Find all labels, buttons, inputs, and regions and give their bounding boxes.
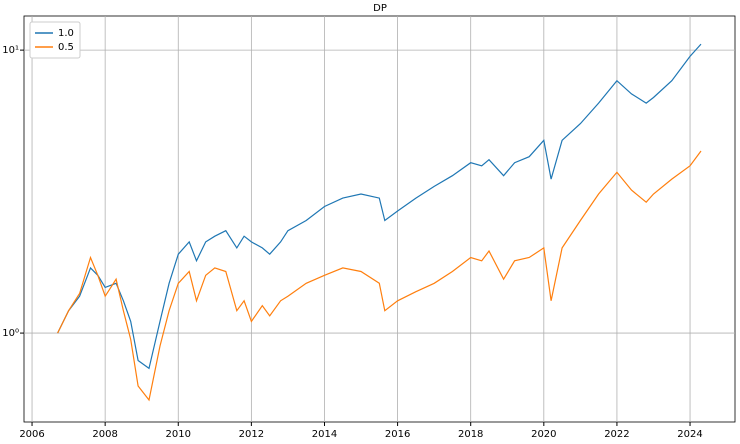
x-tick-label: 2016 [385,429,410,440]
x-tick-label: 2020 [531,429,556,440]
legend-label: 0.5 [58,42,74,53]
x-tick-label: 2022 [604,429,629,440]
x-tick-label: 2024 [677,429,702,440]
x-tick-label: 2018 [458,429,483,440]
chart-title: DP [373,3,387,14]
x-tick-label: 2008 [92,429,117,440]
line-series [57,150,702,402]
legend-box [29,21,81,59]
plot-frame [23,15,736,423]
x-tick-label: 2010 [166,429,191,440]
legend-label: 1.0 [58,28,74,39]
y-tick-label: 10¹ [2,45,19,56]
x-tick-label: 2014 [312,429,337,440]
y-tick-label: 10⁰ [2,328,19,339]
line-series [57,43,702,370]
x-tick-label: 2006 [19,429,44,440]
x-tick-label: 2012 [239,429,264,440]
